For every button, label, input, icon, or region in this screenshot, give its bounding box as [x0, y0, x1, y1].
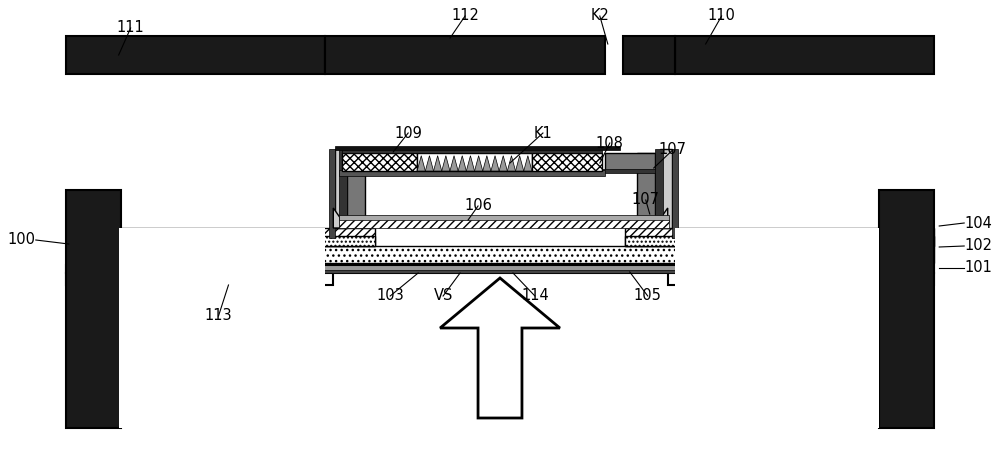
- Bar: [119, 228, 325, 428]
- Bar: [339, 170, 605, 176]
- Bar: [66, 246, 934, 263]
- Bar: [625, 228, 934, 246]
- Polygon shape: [466, 156, 475, 171]
- Bar: [668, 273, 934, 285]
- Bar: [605, 153, 655, 171]
- Bar: [329, 149, 335, 238]
- Text: 108: 108: [596, 136, 624, 151]
- Text: K2: K2: [590, 8, 609, 23]
- Text: 107: 107: [659, 142, 687, 158]
- Bar: [66, 270, 934, 273]
- Polygon shape: [491, 156, 499, 171]
- Polygon shape: [425, 156, 434, 171]
- Text: 102: 102: [964, 239, 992, 254]
- Bar: [66, 228, 375, 246]
- Polygon shape: [654, 208, 668, 228]
- Polygon shape: [434, 156, 442, 171]
- Bar: [335, 149, 347, 228]
- Text: 114: 114: [521, 288, 549, 304]
- Text: 105: 105: [634, 288, 662, 304]
- Text: 100: 100: [8, 233, 36, 248]
- Text: 107: 107: [632, 192, 660, 207]
- Text: 112: 112: [451, 8, 479, 23]
- Bar: [66, 236, 375, 246]
- Bar: [532, 153, 602, 171]
- Polygon shape: [458, 156, 466, 171]
- Polygon shape: [450, 156, 458, 171]
- Bar: [625, 236, 934, 246]
- Polygon shape: [499, 156, 507, 171]
- Polygon shape: [483, 156, 491, 171]
- Bar: [342, 169, 660, 173]
- Bar: [339, 220, 669, 228]
- Bar: [66, 265, 934, 273]
- Bar: [66, 36, 325, 74]
- Polygon shape: [417, 156, 425, 171]
- Polygon shape: [440, 278, 560, 418]
- Text: 103: 103: [376, 288, 404, 304]
- Bar: [66, 273, 333, 285]
- Polygon shape: [507, 156, 516, 171]
- Bar: [339, 215, 669, 221]
- Text: VS: VS: [433, 288, 453, 304]
- Bar: [339, 149, 347, 228]
- Text: 111: 111: [117, 21, 145, 36]
- Polygon shape: [333, 208, 347, 228]
- Bar: [417, 153, 532, 171]
- Bar: [672, 149, 678, 238]
- Bar: [66, 190, 121, 428]
- Polygon shape: [475, 156, 483, 171]
- Bar: [347, 153, 397, 171]
- Bar: [660, 149, 672, 228]
- Bar: [325, 36, 605, 74]
- Polygon shape: [442, 156, 450, 171]
- Bar: [335, 146, 620, 150]
- Bar: [347, 153, 365, 218]
- Bar: [879, 190, 934, 428]
- Bar: [623, 36, 675, 74]
- Polygon shape: [524, 156, 532, 171]
- Text: 109: 109: [394, 125, 422, 140]
- Bar: [675, 228, 879, 428]
- Bar: [637, 153, 655, 218]
- Text: K1: K1: [534, 125, 552, 140]
- Bar: [655, 149, 663, 228]
- Text: 110: 110: [708, 8, 736, 23]
- Text: 104: 104: [964, 215, 992, 231]
- Text: 106: 106: [464, 198, 492, 213]
- Text: 113: 113: [205, 308, 232, 323]
- Bar: [342, 153, 417, 171]
- Bar: [342, 150, 602, 153]
- Polygon shape: [516, 156, 524, 171]
- Text: 101: 101: [964, 261, 992, 276]
- Bar: [675, 36, 934, 74]
